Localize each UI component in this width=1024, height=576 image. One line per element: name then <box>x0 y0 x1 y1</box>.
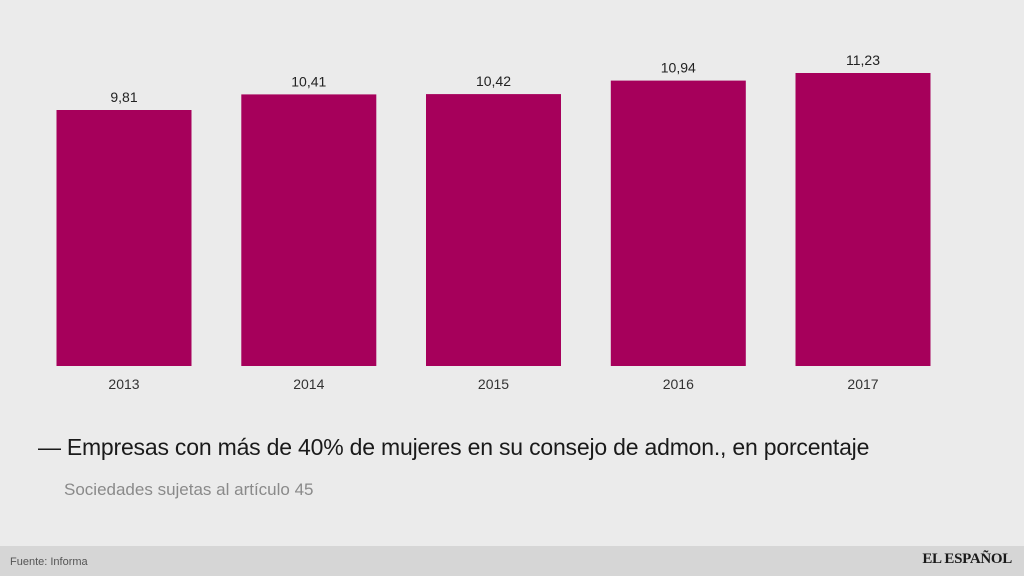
x-tick-label-2015: 2015 <box>478 376 509 392</box>
legend-dash: — <box>38 434 61 460</box>
x-tick-label-2016: 2016 <box>663 376 694 392</box>
bar-2015 <box>426 94 561 366</box>
value-label-2017: 11,23 <box>846 52 880 68</box>
chart-title: — Empresas con más de 40% de mujeres en s… <box>38 434 869 461</box>
x-tick-label-2014: 2014 <box>293 376 324 392</box>
bar-2016 <box>610 80 746 366</box>
bar-2014 <box>241 94 377 367</box>
chart-title-text: Empresas con más de 40% de mujeres en su… <box>66 434 870 460</box>
bar-2013 <box>56 110 192 366</box>
value-label-2015: 10,42 <box>476 73 511 89</box>
x-tick-label-2013: 2013 <box>108 376 139 392</box>
source-note: Fuente: Informa <box>10 556 88 568</box>
value-label-2014: 10,41 <box>291 73 326 89</box>
bar-chart: 9,81 2013 10,41 2014 10,42 2015 10,94 2016 11,23… <box>56 52 931 392</box>
x-tick-label-2017: 2017 <box>847 376 878 392</box>
footer-bar: Fuente: Informa EL ESPAÑOL <box>0 546 1024 576</box>
brand-logo: EL ESPAÑOL <box>922 551 1012 567</box>
value-label-2016: 10,94 <box>661 60 696 76</box>
chart-subtitle: Sociedades sujetas al artículo 45 <box>64 480 314 499</box>
value-label-2013: 9,81 <box>110 89 137 105</box>
bar-2017 <box>795 73 931 366</box>
